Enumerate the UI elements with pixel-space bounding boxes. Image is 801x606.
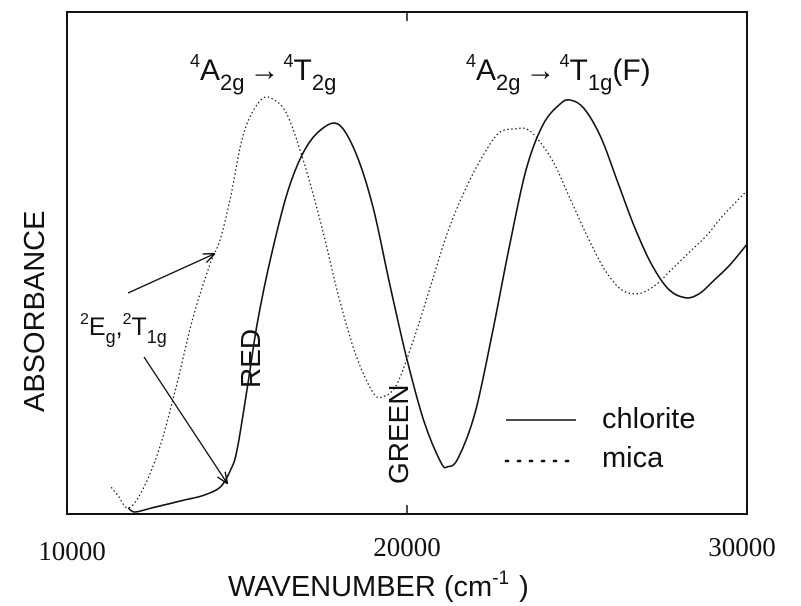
legend: chlorite mica [504, 403, 696, 474]
x-tick-label-10000: 10000 [38, 536, 106, 566]
annotation-4a2g-4t1g: 4A2g → 4T1g(F) [466, 51, 651, 95]
annotation-4a2g-4t2g: 4A2g → 4T2g [190, 51, 336, 95]
label-green: GREEN [383, 384, 414, 484]
x-tick-label-30000: 30000 [708, 532, 776, 562]
y-axis-label: ABSORBANCE [19, 211, 51, 412]
x-tick-label-20000: 20000 [373, 532, 441, 562]
label-red: RED [235, 329, 266, 388]
annotation-arrow-lower [143, 356, 227, 483]
annotation-arrow-upper [127, 254, 214, 294]
legend-label-chlorite: chlorite [602, 403, 696, 435]
x-axis-label-main: WAVENUMBER (cm [228, 571, 492, 603]
x-axis-label: WAVENUMBER (cm-1) [228, 568, 529, 603]
series-line-chlorite [127, 98, 748, 513]
x-tick-layer [66, 12, 748, 514]
series-line-mica [110, 96, 748, 509]
legend-label-mica: mica [602, 442, 664, 474]
x-axis-label-close: ) [519, 571, 529, 603]
series-layer [110, 96, 748, 513]
annotation-2eg-2t1g: 2Eg,2T1g [80, 311, 167, 347]
x-axis-label-sup: -1 [492, 568, 509, 589]
